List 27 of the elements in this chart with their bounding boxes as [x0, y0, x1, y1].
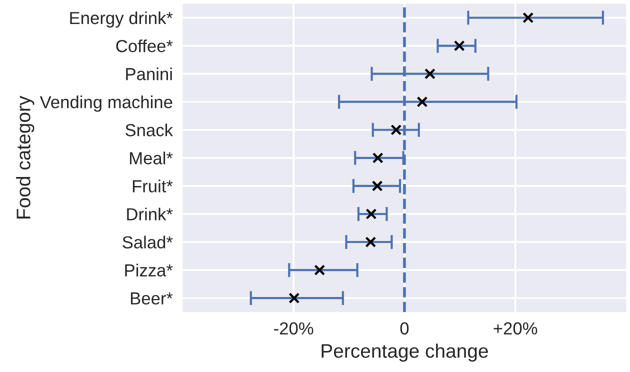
y-tick-label: Pizza*: [125, 264, 173, 277]
x-tick-label: -20%: [274, 322, 314, 335]
y-axis-title: Food category: [16, 96, 34, 218]
y-tick-label: Meal*: [130, 152, 173, 164]
point: [365, 236, 376, 248]
x-tick-label: 0: [400, 322, 409, 335]
point: [288, 292, 300, 304]
y-tick-label: Coffee*: [116, 40, 173, 52]
x-tick-label: +20%: [494, 322, 538, 335]
point: [372, 152, 384, 164]
y-tick-label: Snack: [126, 124, 174, 136]
y-tick-label: Fruit*: [132, 180, 173, 192]
point: [372, 180, 383, 192]
y-tick-label: Panini: [126, 68, 172, 80]
point: [424, 68, 436, 80]
y-tick-label: Vending machine: [40, 96, 172, 112]
point: [454, 40, 465, 52]
y-tick-label: Salad*: [122, 236, 173, 248]
y-tick-label: Drink*: [127, 208, 173, 220]
point: [314, 264, 326, 276]
point: [390, 124, 402, 136]
y-tick-label: Beer*: [130, 292, 173, 305]
x-axis-title: Percentage change: [322, 344, 488, 362]
y-tick-label: Energy drink*: [70, 11, 173, 28]
point: [416, 96, 428, 108]
point: [522, 12, 534, 24]
point: [366, 208, 377, 220]
